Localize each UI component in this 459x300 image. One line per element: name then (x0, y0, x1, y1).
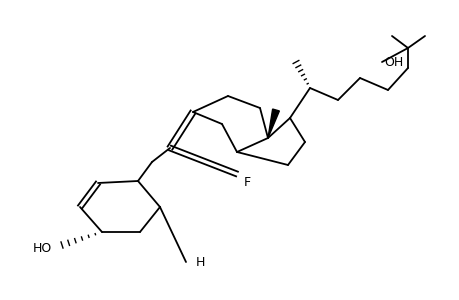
Polygon shape (268, 109, 279, 138)
Text: HO: HO (33, 242, 52, 254)
Text: F: F (243, 176, 251, 188)
Text: OH: OH (383, 56, 403, 70)
Text: H: H (196, 256, 205, 269)
